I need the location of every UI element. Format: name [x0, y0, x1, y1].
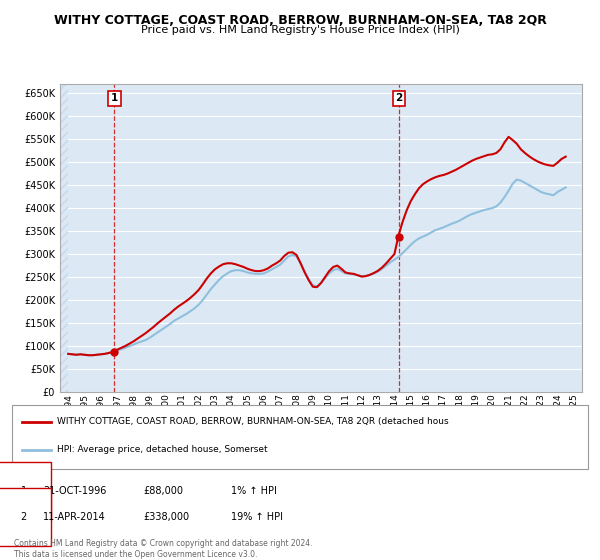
Text: Price paid vs. HM Land Registry's House Price Index (HPI): Price paid vs. HM Land Registry's House …	[140, 25, 460, 35]
Text: £88,000: £88,000	[143, 486, 183, 496]
Text: This data is licensed under the Open Government Licence v3.0.: This data is licensed under the Open Gov…	[14, 550, 257, 559]
Text: 2: 2	[395, 93, 403, 103]
Text: 1: 1	[110, 93, 118, 103]
Text: WITHY COTTAGE, COAST ROAD, BERROW, BURNHAM-ON-SEA, TA8 2QR (detached hous: WITHY COTTAGE, COAST ROAD, BERROW, BURNH…	[57, 417, 449, 426]
Text: £338,000: £338,000	[143, 512, 190, 522]
Text: 11-APR-2014: 11-APR-2014	[43, 512, 106, 522]
Text: 19% ↑ HPI: 19% ↑ HPI	[232, 512, 283, 522]
Text: Contains HM Land Registry data © Crown copyright and database right 2024.: Contains HM Land Registry data © Crown c…	[14, 539, 313, 548]
Bar	[60, 84, 68, 392]
Text: 31-OCT-1996: 31-OCT-1996	[43, 486, 107, 496]
Text: WITHY COTTAGE, COAST ROAD, BERROW, BURNHAM-ON-SEA, TA8 2QR: WITHY COTTAGE, COAST ROAD, BERROW, BURNH…	[53, 14, 547, 27]
Text: 2: 2	[20, 512, 27, 522]
Text: 1: 1	[20, 486, 27, 496]
Text: 1% ↑ HPI: 1% ↑ HPI	[232, 486, 277, 496]
Text: HPI: Average price, detached house, Somerset: HPI: Average price, detached house, Some…	[57, 445, 268, 454]
FancyBboxPatch shape	[12, 405, 588, 469]
